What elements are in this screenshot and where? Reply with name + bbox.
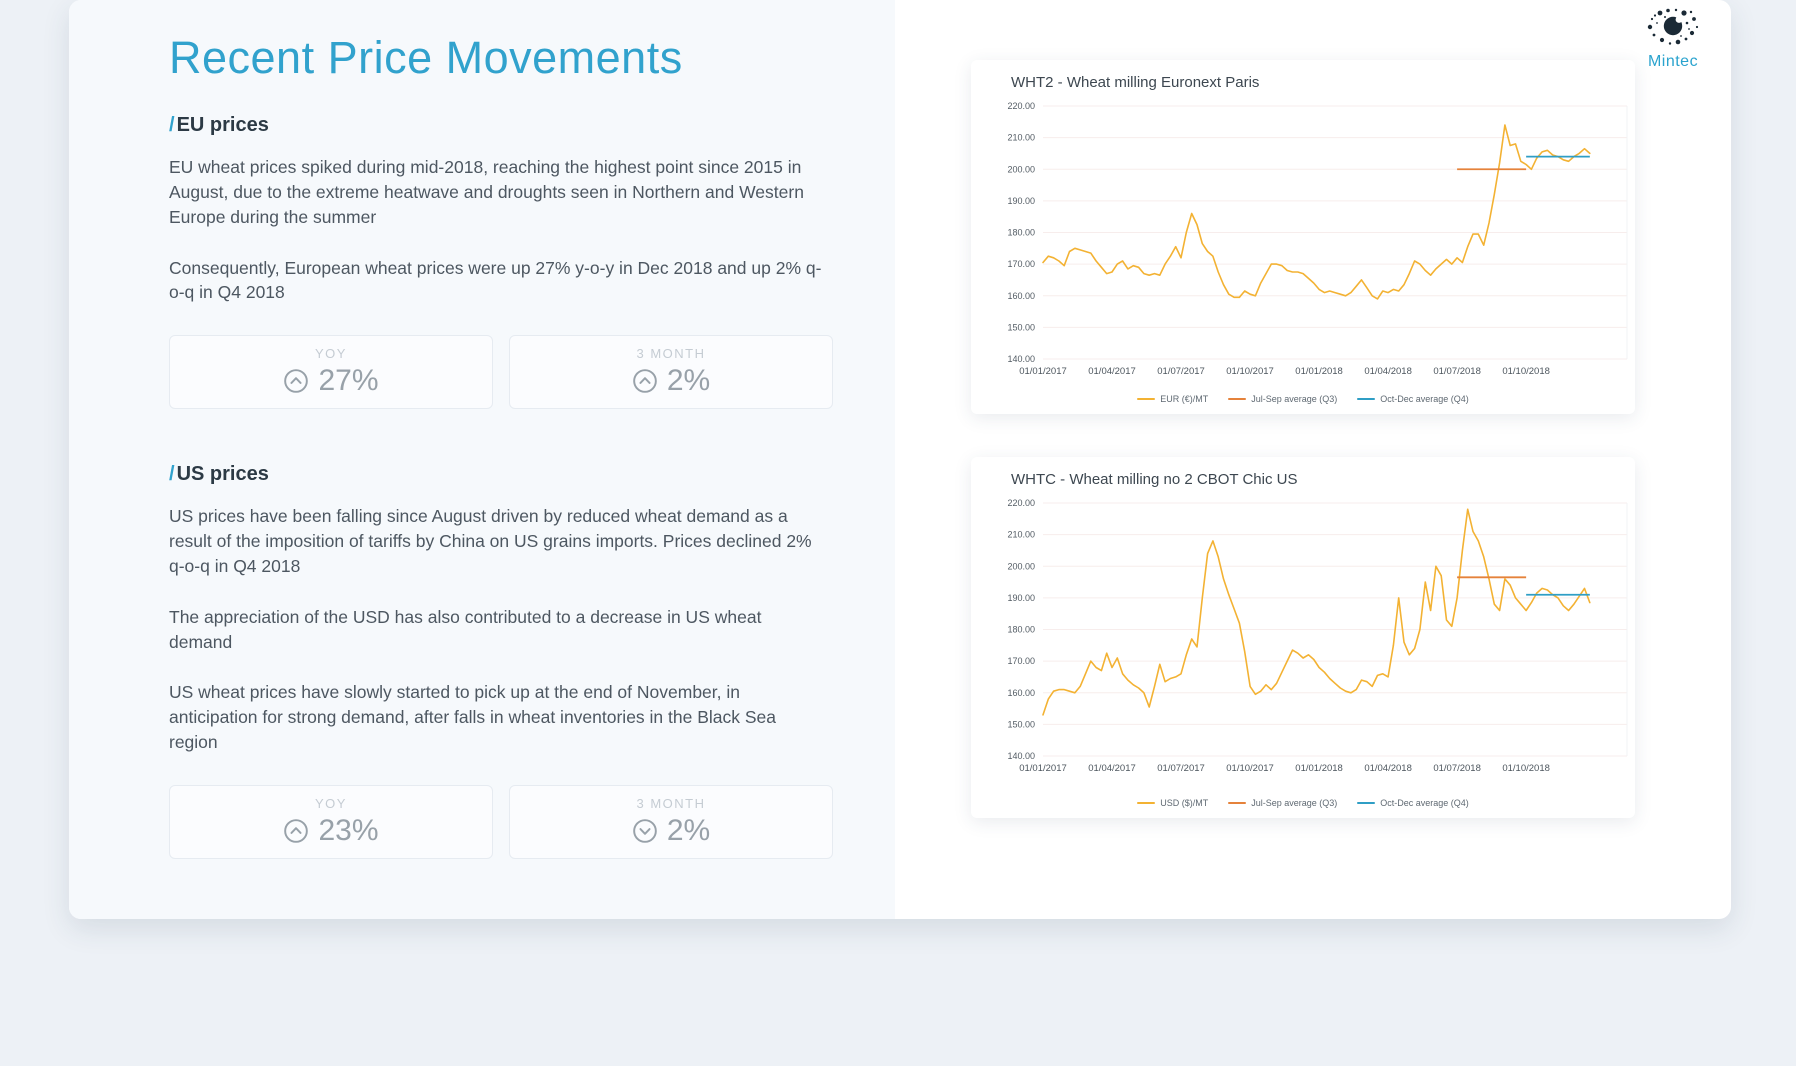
section-eu-prices: / EU prices EU wheat prices spiked during… [169, 114, 895, 410]
svg-text:180.00: 180.00 [1007, 228, 1035, 238]
trend-up-icon [284, 369, 309, 394]
svg-text:210.00: 210.00 [1007, 530, 1035, 540]
us-stats-row: YOY 23% 3 MONTH 2% [169, 784, 895, 859]
chart-legend: EUR (€)/MT Jul-Sep average (Q3) Oct-Dec … [971, 394, 1635, 404]
stat-label: YOY [315, 795, 347, 811]
stat-value: 2% [666, 813, 711, 847]
us-yoy-stat-card: YOY 23% [169, 784, 493, 859]
chart-legend: USD ($)/MT Jul-Sep average (Q3) Oct-Dec … [971, 798, 1635, 808]
us-3month-stat-card: 3 MONTH 2% [509, 784, 833, 859]
svg-text:200.00: 200.00 [1007, 164, 1035, 174]
svg-text:140.00: 140.00 [1007, 751, 1035, 761]
stat-value: 2% [666, 364, 711, 398]
legend-label: EUR (€)/MT [1160, 394, 1209, 404]
svg-text:01/01/2018: 01/01/2018 [1295, 763, 1343, 774]
svg-text:210.00: 210.00 [1007, 133, 1035, 143]
section-heading-eu: / EU prices [169, 114, 895, 137]
legend-swatch [1137, 802, 1156, 804]
stat-label: 3 MONTH [636, 795, 706, 811]
narrative-panel: Recent Price Movements / EU prices EU whe… [69, 0, 895, 919]
legend-item: Oct-Dec average (Q4) [1357, 394, 1469, 404]
us-paragraph-3: US wheat prices have slowly started to p… [169, 682, 777, 753]
legend-label: Oct-Dec average (Q4) [1380, 798, 1469, 808]
report-card: Recent Price Movements / EU prices EU whe… [69, 0, 1731, 919]
svg-text:01/04/2017: 01/04/2017 [1088, 763, 1136, 774]
svg-text:01/10/2017: 01/10/2017 [1226, 763, 1274, 774]
trend-up-icon [633, 369, 657, 394]
heading-slash: / [169, 463, 175, 486]
legend-item: Jul-Sep average (Q3) [1228, 798, 1337, 808]
svg-text:150.00: 150.00 [1007, 719, 1035, 729]
legend-swatch [1357, 398, 1376, 400]
svg-text:01/04/2018: 01/04/2018 [1364, 366, 1412, 377]
eu-paragraph-1: EU wheat prices spiked during mid-2018, … [169, 157, 804, 227]
svg-text:220.00: 220.00 [1007, 101, 1035, 111]
svg-text:01/07/2018: 01/07/2018 [1433, 366, 1481, 377]
svg-text:150.00: 150.00 [1007, 322, 1035, 332]
legend-label: USD ($)/MT [1160, 798, 1209, 808]
svg-text:01/01/2017: 01/01/2017 [1019, 366, 1067, 377]
trend-up-icon [284, 819, 309, 843]
legend-swatch [1357, 802, 1376, 804]
legend-label: Oct-Dec average (Q4) [1380, 394, 1469, 404]
chart-title: WHT2 - Wheat milling Euronext Paris [1011, 74, 1260, 91]
svg-text:01/01/2017: 01/01/2017 [1019, 763, 1067, 774]
heading-slash: / [169, 114, 175, 136]
line-chart-us: 220.00 210.00 200.00 190.00 180.00 170.00 160.… [1007, 498, 1628, 774]
svg-text:170.00: 170.00 [1007, 656, 1035, 666]
svg-text:01/04/2017: 01/04/2017 [1088, 366, 1136, 377]
eu-yoy-stat-card: YOY 27% [169, 335, 493, 410]
legend-swatch [1228, 398, 1247, 400]
legend-item: Oct-Dec average (Q4) [1357, 798, 1469, 808]
chart-card-us: WHTC - Wheat milling no 2 CBOT Chic US 2… [971, 457, 1635, 818]
svg-text:01/01/2018: 01/01/2018 [1295, 366, 1343, 377]
eu-paragraph-2: Consequently, European wheat prices were… [169, 257, 822, 303]
svg-text:01/07/2017: 01/07/2017 [1157, 366, 1205, 377]
legend-item: USD ($)/MT [1137, 798, 1208, 808]
svg-text:01/10/2017: 01/10/2017 [1226, 366, 1274, 377]
eu-stats-row: YOY 27% 3 MONTH 2% [169, 335, 895, 410]
legend-swatch [1228, 802, 1247, 804]
trend-down-icon [633, 819, 657, 843]
section-heading-text: US prices [176, 463, 269, 486]
stat-label: 3 MONTH [636, 346, 706, 362]
brand-logo: Mintec [1641, 6, 1705, 71]
legend-item: Jul-Sep average (Q3) [1228, 394, 1337, 404]
section-us-prices: / US prices US prices have been falling s… [169, 463, 895, 859]
legend-label: Jul-Sep average (Q3) [1251, 394, 1338, 404]
stat-value: 23% [318, 813, 379, 847]
us-paragraph-1: US prices have been falling since August… [169, 506, 812, 576]
svg-text:01/04/2018: 01/04/2018 [1364, 763, 1412, 774]
svg-text:160.00: 160.00 [1007, 688, 1035, 698]
section-heading-text: EU prices [176, 114, 269, 136]
section-heading-us: / US prices [169, 463, 895, 486]
stat-label: YOY [315, 346, 347, 362]
svg-text:140.00: 140.00 [1007, 354, 1035, 364]
svg-text:01/10/2018: 01/10/2018 [1502, 763, 1550, 774]
svg-text:01/10/2018: 01/10/2018 [1502, 366, 1550, 377]
legend-label: Jul-Sep average (Q3) [1251, 798, 1338, 808]
us-paragraph-2: The appreciation of the USD has also con… [169, 606, 762, 652]
svg-text:220.00: 220.00 [1007, 498, 1035, 508]
svg-text:200.00: 200.00 [1007, 561, 1035, 571]
svg-text:180.00: 180.00 [1007, 625, 1035, 635]
svg-text:01/07/2018: 01/07/2018 [1433, 763, 1481, 774]
mintec-dots-logo-icon [1647, 8, 1699, 45]
svg-text:160.00: 160.00 [1007, 291, 1035, 301]
svg-text:190.00: 190.00 [1007, 593, 1035, 603]
stat-value: 27% [318, 364, 379, 398]
chart-card-eu: WHT2 - Wheat milling Euronext Paris 220.… [971, 60, 1635, 414]
eu-3month-stat-card: 3 MONTH 2% [509, 335, 833, 410]
chart-title: WHTC - Wheat milling no 2 CBOT Chic US [1011, 471, 1298, 488]
svg-text:01/07/2017: 01/07/2017 [1157, 763, 1205, 774]
brand-name: Mintec [1647, 53, 1699, 70]
svg-text:170.00: 170.00 [1007, 259, 1035, 269]
legend-swatch [1137, 398, 1156, 400]
line-chart-eu: 220.00 210.00 200.00 190.00 180.00 170.00 160.… [1007, 101, 1628, 377]
page-title: Recent Price Movements [169, 32, 683, 83]
svg-text:190.00: 190.00 [1007, 196, 1035, 206]
legend-item: EUR (€)/MT [1137, 394, 1208, 404]
